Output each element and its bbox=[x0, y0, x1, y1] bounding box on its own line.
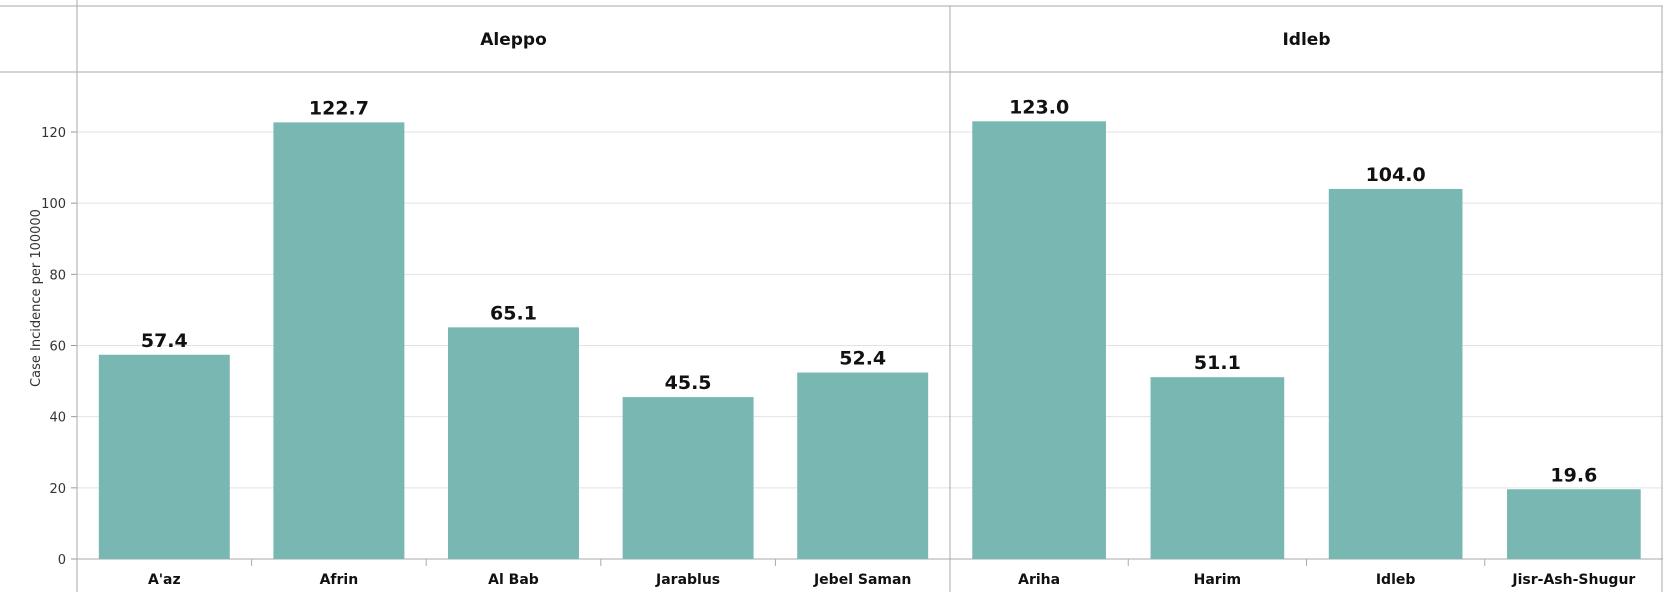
data-label: 65.1 bbox=[490, 302, 537, 324]
bars bbox=[98, 121, 1641, 559]
bar bbox=[448, 327, 579, 559]
y-tick-label: 60 bbox=[49, 340, 66, 355]
bar bbox=[98, 354, 230, 559]
y-tick-label: 0 bbox=[58, 553, 66, 568]
category-label: Jisr-Ash-Shugur bbox=[1511, 572, 1635, 588]
facet-label-1: Idleb bbox=[1282, 30, 1330, 50]
bar bbox=[972, 121, 1106, 559]
y-axis-title: Case Incidence per 100000 bbox=[29, 209, 44, 387]
data-label: 51.1 bbox=[1194, 352, 1241, 374]
y-tick-label: 20 bbox=[49, 482, 66, 497]
y-tick-label: 80 bbox=[49, 268, 66, 283]
facet-label-0: Aleppo bbox=[480, 30, 547, 50]
labels: 0 20 40 60 80 100 120 Aleppo 57.4 A'az 122.7 Afrin 6… bbox=[41, 30, 1635, 588]
bar bbox=[797, 372, 929, 559]
category-label: Harim bbox=[1194, 572, 1241, 588]
bar bbox=[1507, 489, 1641, 559]
bar bbox=[273, 122, 405, 559]
data-label: 104.0 bbox=[1366, 164, 1426, 186]
y-tick-label: 100 bbox=[41, 197, 66, 212]
category-label: Afrin bbox=[320, 572, 359, 588]
data-label: 45.5 bbox=[665, 372, 712, 394]
category-label: Jarablus bbox=[655, 572, 720, 588]
data-label: 19.6 bbox=[1550, 464, 1597, 486]
category-label: Idleb bbox=[1376, 572, 1416, 588]
y-tick-label: 120 bbox=[41, 126, 66, 141]
bar bbox=[1328, 188, 1463, 559]
bar bbox=[1150, 377, 1285, 559]
category-label: Al Bab bbox=[488, 572, 539, 588]
y-tick-label: 40 bbox=[49, 411, 66, 426]
category-label: Jebel Saman bbox=[813, 572, 911, 588]
data-label: 122.7 bbox=[309, 97, 369, 119]
data-label: 123.0 bbox=[1009, 96, 1069, 118]
data-label: 52.4 bbox=[839, 348, 886, 370]
category-label: Ariha bbox=[1018, 572, 1060, 588]
data-label: 57.4 bbox=[141, 330, 188, 352]
bar bbox=[622, 397, 754, 559]
category-label: A'az bbox=[148, 572, 181, 588]
